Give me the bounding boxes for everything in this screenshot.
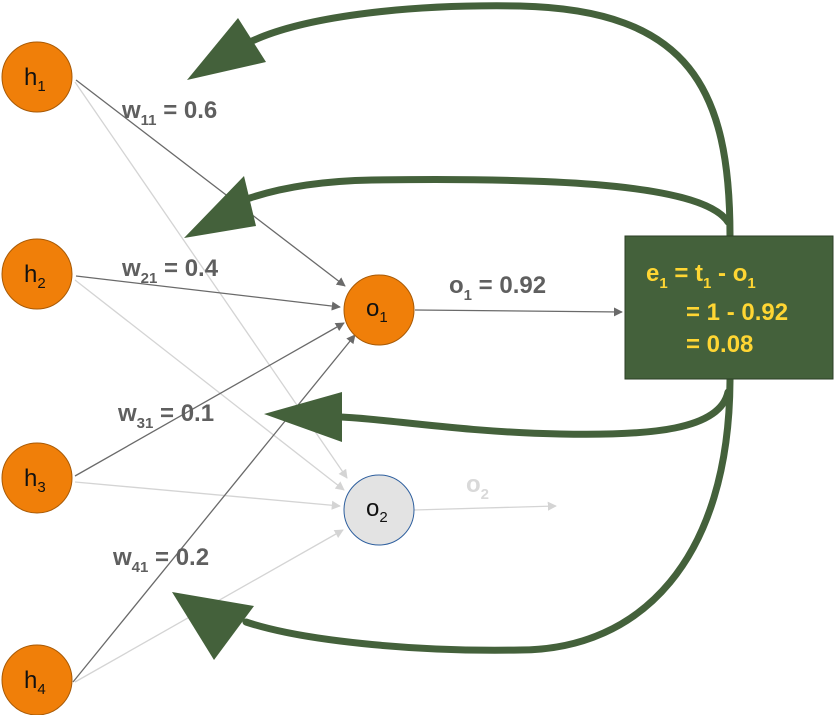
weight-label-w11: w11 = 0.6	[121, 97, 217, 129]
hidden-node-label: h3	[24, 465, 46, 496]
edge-h3-o1	[74, 322, 345, 477]
edge-h3-o2	[74, 481, 341, 510]
hidden-node-h2: h2	[1, 238, 73, 310]
feedback-arrowhead-h4	[172, 592, 254, 660]
weight-label-w31: w31 = 0.1	[117, 400, 214, 432]
edge-h4-o1	[72, 334, 356, 683]
weight-labels: w11 = 0.6 w21 = 0.4 w31 = 0.1 w41 = 0.2	[112, 97, 219, 576]
edge-h1-o1	[75, 79, 346, 287]
error-formula-line2: = 1 - 0.92	[686, 299, 788, 326]
edge-h2-o2	[74, 279, 345, 491]
output-value-label: o1 = 0.92	[449, 272, 546, 304]
error-formula-line1: e1 = t1 - o1	[646, 260, 756, 292]
hidden-node-h3: h3	[1, 442, 73, 514]
output-node-o1: o1	[343, 274, 415, 346]
output-node-o2: o2	[343, 474, 415, 546]
error-formula-line3: = 0.08	[686, 331, 753, 358]
feedback-arc-to-h3	[336, 388, 732, 438]
feedback-arrowhead-h3	[264, 392, 342, 442]
hidden-node-h1: h1	[1, 41, 73, 113]
weight-label-w41: w41 = 0.2	[112, 544, 209, 576]
feedback-arrowhead-h1	[187, 18, 266, 80]
edge-h2-o1	[75, 275, 341, 311]
feedback-arc-to-h2	[246, 175, 732, 226]
output2-faded-label: o2	[466, 471, 489, 503]
hidden-node-h4: h4	[1, 644, 73, 715]
output-layer: o1 o2	[343, 274, 415, 546]
hidden-node-label: h4	[24, 667, 46, 698]
hidden-node-label: h2	[24, 261, 46, 292]
hidden-node-label: h1	[24, 64, 46, 95]
hidden-layer: h1 h2 h3 h4	[1, 41, 73, 715]
output-node-label: o1	[366, 295, 388, 326]
edge-o1-out	[414, 307, 623, 317]
feedback-arc-to-h4	[242, 374, 734, 654]
feedback-arc-to-h1	[246, 2, 734, 240]
active-edges	[72, 79, 623, 683]
output-node-label: o2	[366, 495, 388, 526]
feedback-arrows	[172, 2, 734, 660]
weight-label-w21: w21 = 0.4	[121, 255, 219, 287]
edge-o2-out	[413, 501, 557, 511]
feedback-arrowhead-h2	[184, 176, 256, 238]
faded-edges	[74, 81, 557, 683]
error-box: e1 = t1 - o1 = 1 - 0.92 = 0.08	[624, 235, 834, 380]
